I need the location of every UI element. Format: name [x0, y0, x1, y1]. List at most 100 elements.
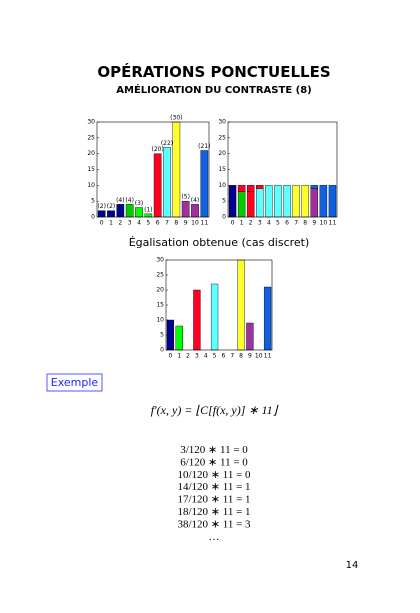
x-tick-label: 4 — [137, 220, 141, 227]
bar-segment — [228, 185, 237, 218]
y-tick-label: 20 — [218, 150, 226, 157]
y-tick-label: 0 — [160, 347, 164, 354]
bar — [135, 207, 143, 218]
y-tick-label: 5 — [222, 198, 226, 205]
x-tick-label: 4 — [204, 353, 208, 360]
y-tick-label: 15 — [87, 166, 95, 173]
x-tick-label: 6 — [222, 353, 226, 360]
x-tick-label: 4 — [267, 220, 271, 227]
x-tick-label: 0 — [100, 220, 104, 227]
y-tick-label: 5 — [160, 332, 164, 339]
x-tick-label: 6 — [285, 220, 289, 227]
x-tick-label: 6 — [156, 220, 160, 227]
y-tick-label: 10 — [156, 317, 164, 324]
y-tick-label: 0 — [91, 214, 95, 221]
value-label: (1) — [144, 206, 153, 213]
y-tick-label: 30 — [156, 257, 164, 264]
bar-segment — [265, 185, 273, 218]
bar — [97, 210, 106, 218]
y-tick-label: 25 — [87, 134, 95, 141]
page-number: 14 — [346, 560, 359, 571]
equations: 3/120 ∗ 11 = 06/120 ∗ 11 = 010/120 ∗ 11 … — [177, 444, 251, 543]
plot-frame — [96, 121, 210, 218]
value-label: (2) — [107, 203, 116, 210]
x-tick-label: 1 — [177, 353, 181, 360]
bar-segment — [301, 185, 309, 218]
bar — [107, 210, 115, 218]
bar-segment — [274, 185, 282, 218]
plot-frame — [165, 259, 273, 351]
equation: 3/120 ∗ 11 = 0 — [180, 444, 248, 456]
equation: 18/120 ∗ 11 = 1 — [177, 506, 250, 518]
bar — [172, 121, 181, 218]
bar-segment — [283, 185, 291, 218]
value-label: (20) — [152, 146, 164, 153]
x-tick-label: 3 — [128, 220, 132, 227]
y-tick-label: 20 — [87, 150, 95, 157]
y-tick-label: 5 — [91, 198, 95, 205]
x-tick-label: 7 — [165, 220, 169, 227]
value-label: (5) — [181, 194, 190, 201]
bar — [193, 289, 201, 351]
equation: … — [209, 531, 220, 543]
y-tick-label: 30 — [87, 119, 95, 126]
x-tick-label: 2 — [186, 353, 190, 360]
bar — [200, 150, 209, 218]
y-tick-label: 20 — [156, 287, 164, 294]
bar — [163, 147, 171, 218]
bar-segment — [310, 185, 319, 189]
chart-title: Égalisation obtenue (cas discret) — [129, 236, 310, 249]
value-label: (3) — [135, 200, 144, 207]
x-tick-label: 3 — [195, 353, 199, 360]
x-tick-label: 10 — [320, 220, 328, 227]
bar-segment — [246, 191, 255, 218]
value-label: (4) — [125, 197, 134, 204]
equation: 6/120 ∗ 11 = 0 — [180, 456, 248, 468]
x-tick-label: 11 — [264, 353, 272, 360]
example-label: Exemple — [51, 376, 99, 389]
x-tick-label: 10 — [191, 220, 199, 227]
y-tick-label: 25 — [156, 272, 164, 279]
equation: 10/120 ∗ 11 = 0 — [177, 469, 251, 481]
x-tick-label: 10 — [255, 353, 263, 360]
x-tick-label: 9 — [312, 220, 316, 227]
y-tick-label: 15 — [156, 302, 164, 309]
bar-segment — [292, 185, 300, 218]
x-tick-label: 2 — [249, 220, 253, 227]
value-label: (22) — [161, 140, 173, 147]
title: OPÉRATIONS PONCTUELLES — [97, 62, 330, 81]
bar — [153, 153, 162, 218]
x-tick-label: 9 — [248, 353, 252, 360]
value-label: (30) — [170, 115, 182, 122]
x-tick-label: 2 — [118, 220, 122, 227]
value-label: (4) — [191, 197, 200, 204]
x-tick-label: 8 — [303, 220, 307, 227]
bar — [125, 204, 134, 218]
bar-segment — [256, 185, 264, 189]
bar — [144, 213, 153, 218]
y-tick-label: 15 — [218, 166, 226, 173]
bar-segment — [256, 188, 264, 218]
value-label: (21) — [198, 143, 210, 150]
x-tick-label: 9 — [184, 220, 188, 227]
x-tick-label: 3 — [258, 220, 262, 227]
x-tick-label: 5 — [276, 220, 280, 227]
bar — [263, 286, 272, 351]
example-box — [46, 373, 103, 392]
x-tick-label: 8 — [174, 220, 178, 227]
y-tick-label: 0 — [222, 214, 226, 221]
bar — [246, 322, 254, 351]
y-tick-label: 30 — [218, 119, 226, 126]
bar-segment — [237, 191, 246, 218]
x-tick-label: 1 — [109, 220, 113, 227]
x-tick-label: 11 — [201, 220, 209, 227]
bar — [181, 200, 190, 218]
bar — [191, 204, 199, 218]
bar-segment — [310, 188, 319, 218]
plot-frame — [227, 121, 338, 218]
x-tick-label: 5 — [213, 353, 217, 360]
bar-segment — [328, 185, 337, 218]
